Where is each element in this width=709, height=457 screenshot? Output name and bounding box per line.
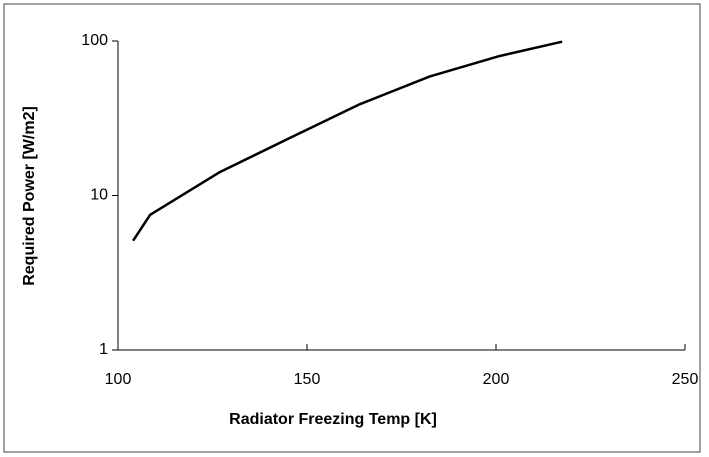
y-tick-label: 1 [99,341,108,358]
y-tick-label: 100 [81,32,108,49]
x-tick-label: 200 [483,371,510,388]
chart-frame [3,3,701,453]
y-tick-label: 10 [90,187,108,204]
x-tick-label: 250 [672,371,699,388]
data-line [132,40,563,242]
x-tick-label: 150 [294,371,321,388]
x-tick-label: 100 [105,371,132,388]
x-axis-label: Radiator Freezing Temp [K] [229,411,437,428]
y-axis-label: Required Power [W/m2] [21,106,38,286]
